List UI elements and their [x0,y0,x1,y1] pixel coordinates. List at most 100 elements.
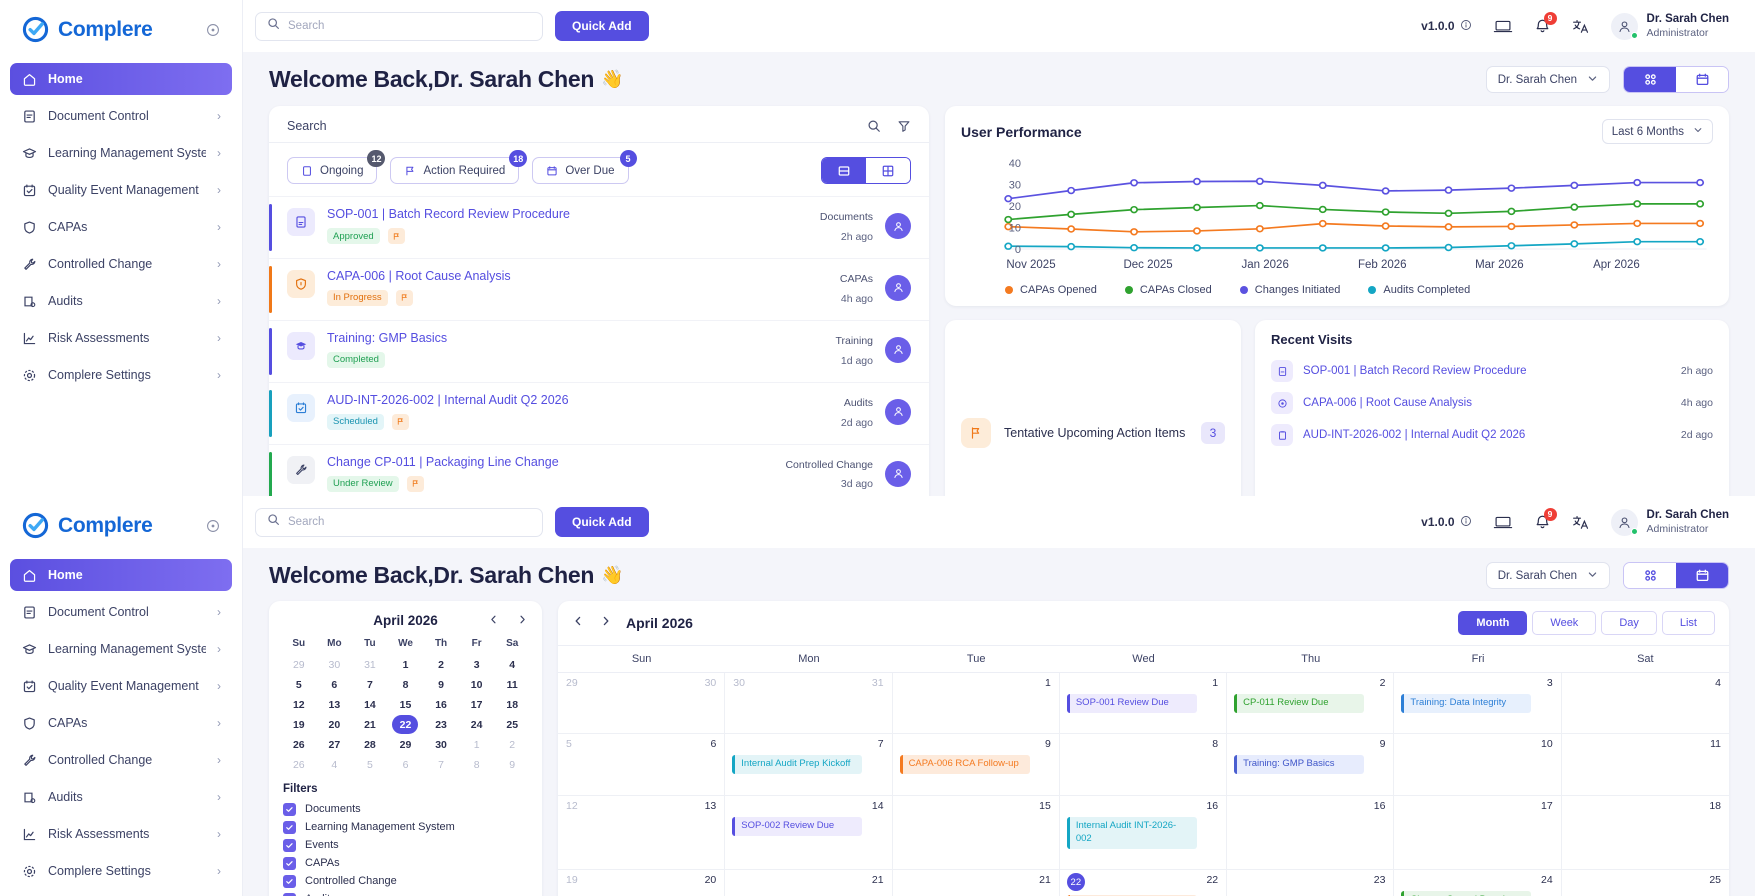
chip-action-required[interactable]: Action Required 18 [390,150,528,184]
calendar-day-cell[interactable]: 21 [725,870,893,896]
calendar-day-cell[interactable]: 11 [1561,734,1729,796]
calendar-event[interactable]: Training: Data Integrity [1401,694,1532,713]
list-item[interactable]: CAPA-006 | Root Cause Analysis 4h ago [1271,387,1713,419]
list-item[interactable]: AUD-INT-2026-002 | Internal Audit Q2 202… [1271,419,1713,451]
search-input[interactable] [288,516,531,528]
tab-month[interactable]: Month [1458,611,1528,635]
tentative-action-items-card[interactable]: Tentative Upcoming Action Items 3 [945,320,1241,496]
mini-calendar-day[interactable]: 5 [367,758,373,771]
sidebar-item-learning-management-system[interactable]: Learning Management System › [10,137,232,169]
filter-icon[interactable] [897,119,911,133]
avatar[interactable] [885,336,911,363]
filter-row[interactable]: Controlled Change [281,872,530,890]
sidebar-item-quality-event-management[interactable]: Quality Event Management › [10,670,232,702]
mini-calendar-day[interactable]: 2 [509,738,516,751]
calendar-day-cell[interactable]: 29 30 [558,673,726,735]
calendar-event[interactable]: Change Control Board Meeting [1401,891,1532,896]
user-menu[interactable]: Dr. Sarah Chen Administrator [1610,12,1729,40]
info-icon[interactable] [1460,515,1472,530]
calendar-day-cell[interactable]: 2 CP-011 Review Due [1227,673,1395,735]
laptop-icon[interactable] [1493,515,1513,530]
chip-ongoing[interactable]: Ongoing 12 [287,150,386,184]
mini-calendar-day[interactable]: 24 [470,718,483,731]
filter-row[interactable]: Learning Management System [281,818,530,836]
table-row[interactable]: Change CP-011 | Packaging Line Change Un… [269,443,929,496]
mini-calendar-day[interactable]: 4 [509,658,516,671]
task-title[interactable]: SOP-001 | Batch Record Review Procedure [327,207,570,221]
sidebar-item-document-control[interactable]: Document Control › [10,100,232,132]
calendar-event[interactable]: Training: GMP Basics [1234,755,1365,775]
calendar-day-cell[interactable]: 9 CAPA-006 RCA Follow-up [892,734,1060,796]
quick-add-button[interactable]: Quick Add [555,11,649,41]
sidebar-item-quality-event-management[interactable]: Quality Event Management › [10,174,232,206]
visit-label[interactable]: CAPA-006 | Root Cause Analysis [1303,397,1472,409]
tab-week[interactable]: Week [1532,611,1597,635]
avatar[interactable] [885,274,911,301]
table-row[interactable]: CAPA-006 | Root Cause Analysis In Progre… [269,257,929,320]
global-search[interactable] [255,11,543,41]
sidebar-item-audits[interactable]: Audits › [10,285,232,317]
bell-icon[interactable]: 9 [1534,507,1557,531]
calendar-day-cell[interactable]: 7 Internal Audit Prep Kickoff [725,734,893,796]
translate-icon[interactable] [1572,514,1590,531]
checkbox[interactable] [283,838,296,852]
calendar-view-icon[interactable] [1676,67,1728,92]
tab-list[interactable]: List [1661,611,1715,635]
mini-calendar-day[interactable]: 5 [295,678,302,691]
avatar[interactable] [885,213,911,239]
calendar-day-cell[interactable]: 25 [1562,870,1729,896]
mini-calendar-day[interactable]: 8 [402,678,409,691]
info-icon[interactable] [1460,19,1472,34]
range-select[interactable]: Last 6 Months [1601,119,1713,144]
sidebar-item-home[interactable]: Home [10,559,232,591]
mini-calendar-day[interactable]: 3 [473,658,480,671]
calendar-event[interactable]: SOP-002 Review Due [732,816,863,836]
grid-view-icon[interactable] [1624,563,1676,588]
mini-calendar-day[interactable]: 9 [438,678,444,691]
sidebar-item-controlled-change[interactable]: Controlled Change › [10,248,232,280]
mini-calendar-day[interactable]: 30 [435,738,447,751]
search-input[interactable] [288,20,531,32]
chevron-right-icon[interactable] [517,612,528,630]
mini-calendar-day[interactable]: 1 [402,658,409,671]
calendar-event[interactable]: CP-011 Review Due [1234,694,1365,713]
mini-calendar-day[interactable]: 17 [470,698,483,711]
collapse-icon[interactable] [206,23,220,37]
checkbox[interactable] [283,874,296,888]
calendar-event[interactable]: CAPA-006 RCA Follow-up [899,755,1030,775]
avatar[interactable] [885,460,911,487]
sidebar-item-risk-assessments[interactable]: Risk Assessments › [10,322,232,354]
mini-calendar-day[interactable]: 9 [509,758,516,771]
grid-view-icon[interactable] [1624,67,1676,92]
mini-calendar-day[interactable]: 19 [292,718,305,731]
mini-calendar-day[interactable]: 16 [435,698,447,711]
mini-calendar-day[interactable]: 12 [292,698,305,711]
list-view-icon[interactable] [822,158,866,183]
task-title[interactable]: Training: GMP Basics [327,330,448,345]
calendar-day-cell[interactable]: 10 [1394,734,1562,796]
tasks-search-label[interactable]: Search [287,119,327,133]
calendar-grid[interactable]: 29 30 30 31 1 1 SOP-001 Review Due 2 CP-011 Revi… [558,672,1729,896]
mini-calendar-day[interactable]: 21 [364,718,376,731]
translate-icon[interactable] [1572,18,1590,35]
checkbox[interactable] [283,802,296,816]
calendar-day-cell[interactable]: 4 [1561,673,1729,735]
person-select[interactable]: Dr. Sarah Chen [1485,66,1610,93]
table-row[interactable]: SOP-001 | Batch Record Review Procedure … [269,196,929,258]
visit-label[interactable]: SOP-001 | Batch Record Review Procedure [1303,365,1527,377]
checkbox[interactable] [283,820,296,834]
mini-calendar-day[interactable]: 29 [292,658,305,671]
calendar-view-icon[interactable] [1676,563,1728,588]
calendar-day-cell[interactable]: 24 Change Control Board Meeting [1394,870,1562,896]
calendar-day-cell[interactable]: 14 SOP-002 Review Due [725,795,893,871]
sidebar-item-complere-settings[interactable]: Complere Settings › [10,359,232,391]
sidebar-item-complere-settings[interactable]: Complere Settings › [10,855,232,887]
calendar-day-cell[interactable]: 16 [1227,795,1395,871]
checkbox[interactable] [283,856,296,870]
mini-calendar-day[interactable]: 14 [364,698,376,711]
mini-calendar-day[interactable]: 18 [506,698,519,711]
mini-calendar-day[interactable]: 30 [328,658,341,671]
bell-icon[interactable]: 9 [1534,11,1557,35]
table-row[interactable]: AUD-INT-2026-002 | Internal Audit Q2 202… [269,381,929,444]
mini-calendar-grid[interactable]: Su Mo Tu We Th Fr Sa 29 30 31 1 2 3 4 5 6 7 8 9 10 11 12 13 14 1… [281,635,530,774]
